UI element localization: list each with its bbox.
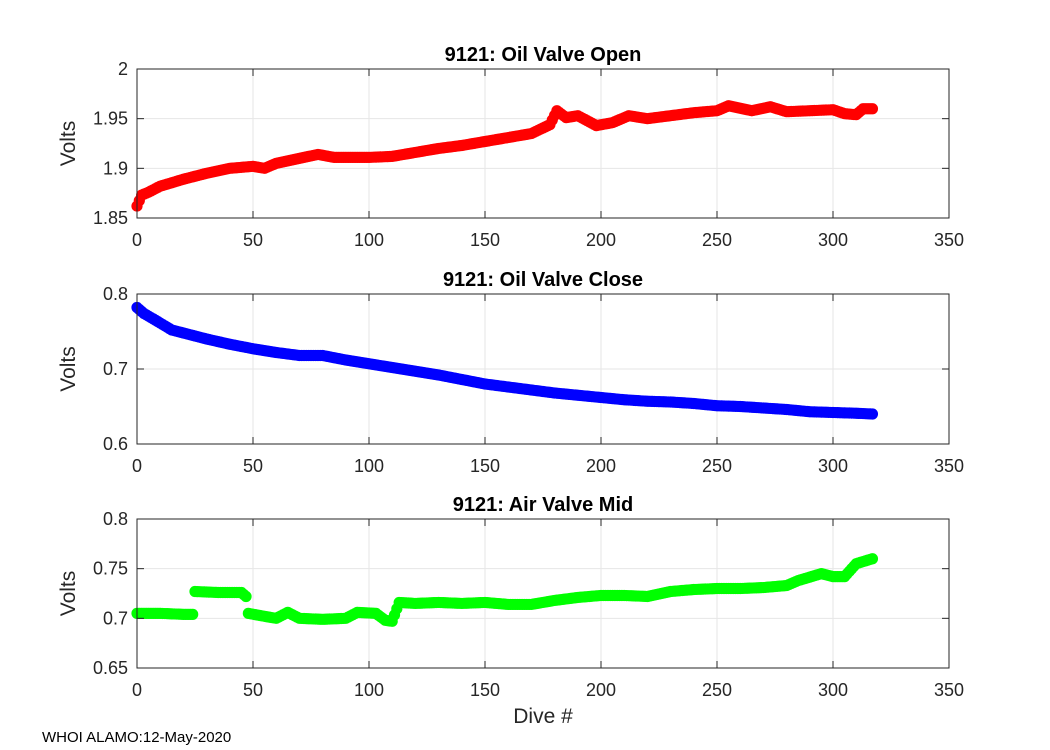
data-point (240, 590, 252, 603)
x-tick-label: 300 (818, 680, 848, 700)
data-point (866, 553, 879, 565)
chart-title: 9121: Oil Valve Open (445, 44, 642, 66)
axes-box (136, 518, 950, 669)
y-axis-label: Volts (57, 121, 80, 167)
x-tick-label: 100 (354, 680, 384, 700)
chart-title: 9121: Air Valve Mid (453, 494, 633, 516)
x-tick-label: 0 (132, 456, 142, 476)
data-point (187, 608, 199, 620)
y-tick-label: 0.65 (93, 658, 128, 678)
data-point (866, 408, 879, 420)
footer-caption: WHOI ALAMO:12-May-2020 (42, 729, 231, 746)
chart-title: 9121: Oil Valve Close (443, 269, 643, 291)
y-tick-label: 0.7 (103, 359, 128, 379)
x-tick-label: 100 (354, 456, 384, 476)
x-tick-label: 200 (586, 680, 616, 700)
panel-oil-valve-close: 0 50 100 150 200 250 300 350 0.6 0.7 0.8 9121: Oil … (57, 269, 964, 476)
x-tick-label: 350 (934, 456, 964, 476)
axes-box (136, 68, 950, 219)
panel-air-valve-mid: 0 50 100 150 200 250 300 350 0.65 0.7 0.75 0.8 9121:… (57, 494, 964, 728)
y-axis-label: Volts (57, 346, 80, 392)
plot-area (137, 519, 949, 668)
x-tick-label: 50 (243, 230, 263, 250)
x-tick-label: 300 (818, 456, 848, 476)
y-tick-label: 2 (118, 59, 128, 79)
data-point (866, 103, 879, 115)
plot-area (137, 69, 949, 218)
data-series (131, 100, 879, 212)
x-tick-label: 200 (586, 456, 616, 476)
data-series (131, 301, 879, 420)
x-tick-label: 150 (470, 230, 500, 250)
x-tick-label: 250 (702, 230, 732, 250)
y-tick-label: 0.6 (103, 434, 128, 454)
x-tick-label: 300 (818, 230, 848, 250)
x-tick-label: 350 (934, 680, 964, 700)
x-tick-label: 350 (934, 230, 964, 250)
y-tick-label: 0.8 (103, 509, 128, 529)
y-tick-label: 1.9 (103, 158, 128, 178)
x-tick-label: 0 (132, 680, 142, 700)
y-axis-label: Volts (57, 571, 80, 617)
panel-oil-valve-open: 0 50 100 150 200 250 300 350 1.85 1.9 1.95 2 9121: O… (57, 44, 964, 250)
x-tick-label: 0 (132, 230, 142, 250)
x-tick-label: 150 (470, 680, 500, 700)
y-tick-label: 0.7 (103, 608, 128, 628)
x-tick-label: 250 (702, 680, 732, 700)
x-tick-label: 150 (470, 456, 500, 476)
x-tick-label: 50 (243, 456, 263, 476)
y-tick-label: 1.85 (93, 208, 128, 228)
x-axis-label: Dive # (513, 705, 573, 728)
y-tick-label: 1.95 (93, 109, 128, 129)
x-tick-label: 250 (702, 456, 732, 476)
y-tick-label: 0.8 (103, 284, 128, 304)
y-tick-label: 0.75 (93, 559, 128, 579)
data-series (131, 553, 879, 627)
x-tick-label: 200 (586, 230, 616, 250)
x-tick-label: 100 (354, 230, 384, 250)
x-tick-label: 50 (243, 680, 263, 700)
